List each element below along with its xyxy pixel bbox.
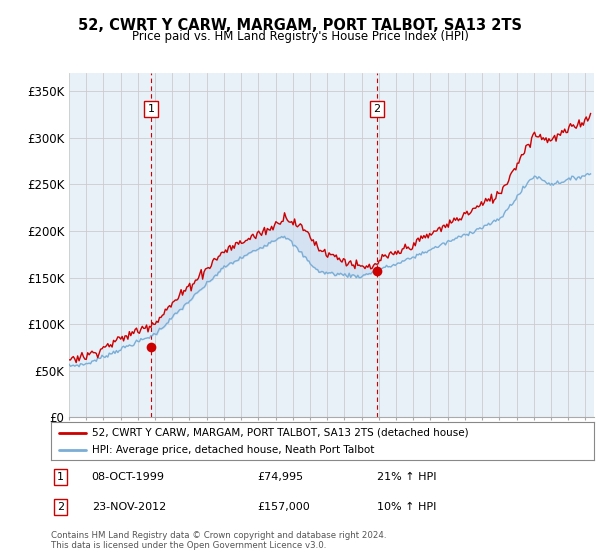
Text: 10% ↑ HPI: 10% ↑ HPI [377, 502, 436, 512]
Text: £74,995: £74,995 [257, 472, 304, 482]
Text: 52, CWRT Y CARW, MARGAM, PORT TALBOT, SA13 2TS (detached house): 52, CWRT Y CARW, MARGAM, PORT TALBOT, SA… [92, 427, 469, 437]
Text: Contains HM Land Registry data © Crown copyright and database right 2024.
This d: Contains HM Land Registry data © Crown c… [51, 531, 386, 550]
Text: HPI: Average price, detached house, Neath Port Talbot: HPI: Average price, detached house, Neat… [92, 445, 374, 455]
Text: 1: 1 [148, 104, 155, 114]
Text: 1: 1 [57, 472, 64, 482]
Text: 21% ↑ HPI: 21% ↑ HPI [377, 472, 436, 482]
Text: 08-OCT-1999: 08-OCT-1999 [92, 472, 165, 482]
Text: 52, CWRT Y CARW, MARGAM, PORT TALBOT, SA13 2TS: 52, CWRT Y CARW, MARGAM, PORT TALBOT, SA… [78, 18, 522, 33]
Text: 23-NOV-2012: 23-NOV-2012 [92, 502, 166, 512]
Text: £157,000: £157,000 [257, 502, 310, 512]
Text: 2: 2 [57, 502, 64, 512]
Text: Price paid vs. HM Land Registry's House Price Index (HPI): Price paid vs. HM Land Registry's House … [131, 30, 469, 43]
Text: 2: 2 [374, 104, 380, 114]
